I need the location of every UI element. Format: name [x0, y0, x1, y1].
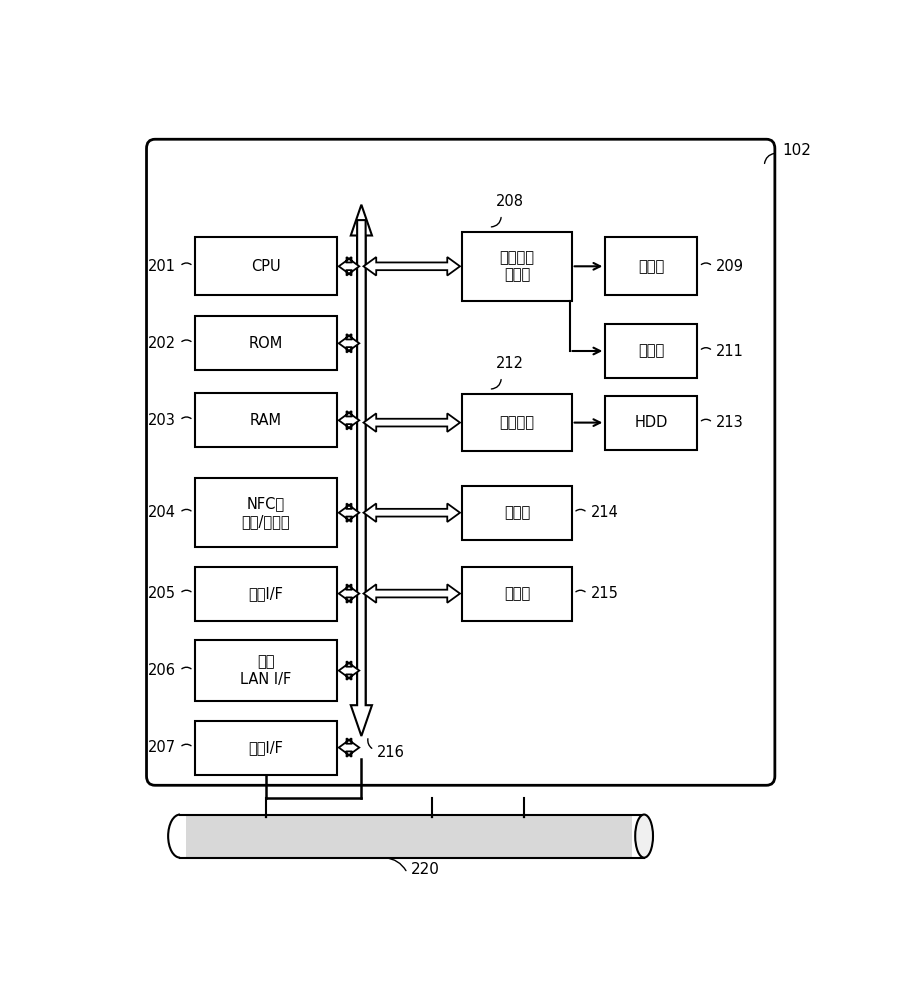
Bar	[195, 478, 336, 547]
Text: 216: 216	[376, 745, 404, 760]
Text: 211: 211	[715, 344, 743, 359]
Text: 206: 206	[148, 663, 176, 678]
Bar	[186, 815, 631, 858]
Text: 208: 208	[496, 194, 523, 209]
Text: CPU: CPU	[251, 259, 281, 274]
Bar	[605, 324, 696, 378]
Text: 网络I/F: 网络I/F	[249, 740, 283, 755]
Polygon shape	[363, 584, 459, 603]
Text: 202: 202	[148, 336, 176, 351]
Text: 212: 212	[496, 356, 523, 371]
Text: 207: 207	[148, 740, 176, 755]
Text: ROM: ROM	[249, 336, 282, 351]
Text: 215: 215	[590, 586, 618, 601]
Polygon shape	[363, 503, 459, 522]
Polygon shape	[338, 334, 359, 353]
Polygon shape	[338, 257, 359, 276]
Text: 蓝牙I/F: 蓝牙I/F	[249, 586, 283, 601]
Bar	[195, 640, 336, 701]
Text: RAM: RAM	[250, 413, 281, 428]
Polygon shape	[338, 661, 359, 680]
Text: HDD: HDD	[634, 415, 667, 430]
Text: 205: 205	[148, 586, 176, 601]
Bar	[195, 393, 336, 447]
Text: 213: 213	[715, 415, 743, 430]
Text: 操作屏: 操作屏	[638, 259, 663, 274]
Text: 214: 214	[590, 505, 618, 520]
Text: 打印机: 打印机	[503, 505, 529, 520]
Text: 203: 203	[148, 413, 176, 428]
Bar	[462, 567, 571, 620]
Bar	[195, 567, 336, 620]
Text: 209: 209	[715, 259, 743, 274]
Bar	[462, 486, 571, 540]
Text: 无线
LAN I/F: 无线 LAN I/F	[241, 654, 292, 687]
Text: 扫描器: 扫描器	[503, 586, 529, 601]
Bar	[462, 232, 571, 301]
Polygon shape	[338, 738, 359, 757]
Ellipse shape	[634, 815, 652, 858]
Text: 201: 201	[148, 259, 176, 274]
Text: 220: 220	[410, 862, 439, 877]
Polygon shape	[338, 503, 359, 522]
Text: 204: 204	[148, 505, 176, 520]
FancyBboxPatch shape	[147, 139, 774, 785]
FancyArrow shape	[351, 220, 372, 736]
FancyArrow shape	[351, 205, 372, 721]
Bar	[195, 721, 336, 774]
Text: 102: 102	[781, 143, 810, 158]
Text: 操作单元
控制器: 操作单元 控制器	[499, 250, 534, 282]
Bar	[605, 396, 696, 450]
Polygon shape	[338, 411, 359, 430]
Polygon shape	[363, 413, 459, 432]
Text: NFC读
取器/写入器: NFC读 取器/写入器	[241, 496, 290, 529]
Polygon shape	[363, 257, 459, 276]
Bar	[195, 237, 336, 295]
Bar	[605, 237, 696, 295]
Polygon shape	[338, 584, 359, 603]
Text: 显示器: 显示器	[638, 344, 663, 359]
Text: 盘控制器: 盘控制器	[499, 415, 534, 430]
Bar	[195, 316, 336, 370]
Bar	[462, 394, 571, 451]
